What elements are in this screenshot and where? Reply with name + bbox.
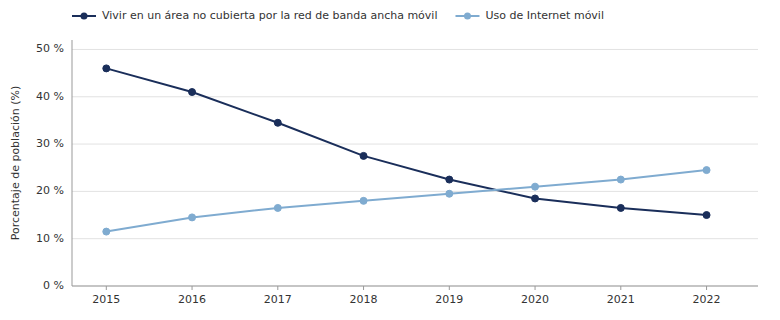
data-point bbox=[532, 195, 539, 202]
grid-line bbox=[72, 286, 758, 287]
data-point bbox=[617, 204, 624, 211]
x-tick-label: 2022 bbox=[693, 293, 721, 306]
legend-item: Uso de Internet móvil bbox=[455, 9, 604, 22]
y-tick-label: 20 % bbox=[36, 184, 64, 197]
data-point bbox=[360, 152, 367, 159]
y-tick-label: 10 % bbox=[36, 232, 64, 245]
data-point bbox=[274, 119, 281, 126]
grid-line bbox=[72, 96, 758, 97]
x-tick bbox=[535, 286, 536, 290]
x-tick bbox=[449, 286, 450, 290]
grid bbox=[72, 49, 758, 286]
chart-container: 0 % 10 % 20 % 30 % 40 % 50 % 2015 2016 2017 2018 2… bbox=[0, 0, 780, 320]
x-tick bbox=[277, 286, 278, 290]
legend: Vivir en un área no cubierta por la red … bbox=[72, 9, 604, 22]
series-line bbox=[106, 170, 706, 232]
data-point bbox=[103, 65, 110, 72]
data-point bbox=[189, 89, 196, 96]
x-tick-label: 2015 bbox=[92, 293, 120, 306]
x-tick bbox=[363, 286, 364, 290]
data-point bbox=[189, 214, 196, 221]
grid-line bbox=[72, 191, 758, 192]
chart: 0 % 10 % 20 % 30 % 40 % 50 % 2015 2016 2017 2018 2… bbox=[0, 0, 780, 320]
data-point bbox=[617, 176, 624, 183]
x-tick-label: 2017 bbox=[264, 293, 292, 306]
y-axis-line bbox=[72, 40, 73, 286]
data-point bbox=[446, 176, 453, 183]
x-axis-line bbox=[72, 286, 758, 287]
legend-label: Uso de Internet móvil bbox=[485, 9, 604, 22]
grid-line bbox=[72, 144, 758, 145]
data-point bbox=[360, 197, 367, 204]
grid-line bbox=[72, 238, 758, 239]
x-tick-label: 2016 bbox=[178, 293, 206, 306]
x-tick-label: 2019 bbox=[435, 293, 463, 306]
series-line bbox=[106, 68, 706, 215]
x-tick bbox=[192, 286, 193, 290]
data-point bbox=[703, 212, 710, 219]
legend-marker bbox=[464, 13, 471, 20]
plot-data bbox=[103, 65, 710, 235]
x-tick bbox=[620, 286, 621, 290]
x-tick-label: 2021 bbox=[607, 293, 635, 306]
legend-label: Vivir en un área no cubierta por la red … bbox=[102, 9, 437, 22]
y-tick-label: 0 % bbox=[43, 279, 64, 292]
x-tick bbox=[706, 286, 707, 290]
data-point bbox=[703, 167, 710, 174]
legend-marker bbox=[81, 13, 88, 20]
y-tick-label: 40 % bbox=[36, 90, 64, 103]
legend-item: Vivir en un área no cubierta por la red … bbox=[72, 9, 437, 22]
axes: 0 % 10 % 20 % 30 % 40 % 50 % 2015 2016 2017 2018 2… bbox=[36, 40, 758, 306]
data-point bbox=[274, 204, 281, 211]
data-point bbox=[532, 183, 539, 190]
y-tick-label: 30 % bbox=[36, 137, 64, 150]
x-tick-label: 2020 bbox=[521, 293, 549, 306]
data-point bbox=[446, 190, 453, 197]
y-tick-label: 50 % bbox=[36, 42, 64, 55]
grid-line bbox=[72, 49, 758, 50]
y-axis-label: Porcentaje de población (%) bbox=[9, 86, 22, 241]
data-point bbox=[103, 228, 110, 235]
x-tick-label: 2018 bbox=[350, 293, 378, 306]
x-tick bbox=[106, 286, 107, 290]
